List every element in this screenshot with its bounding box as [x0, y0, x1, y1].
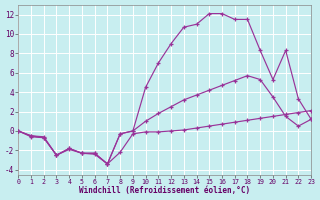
- X-axis label: Windchill (Refroidissement éolien,°C): Windchill (Refroidissement éolien,°C): [79, 186, 250, 195]
